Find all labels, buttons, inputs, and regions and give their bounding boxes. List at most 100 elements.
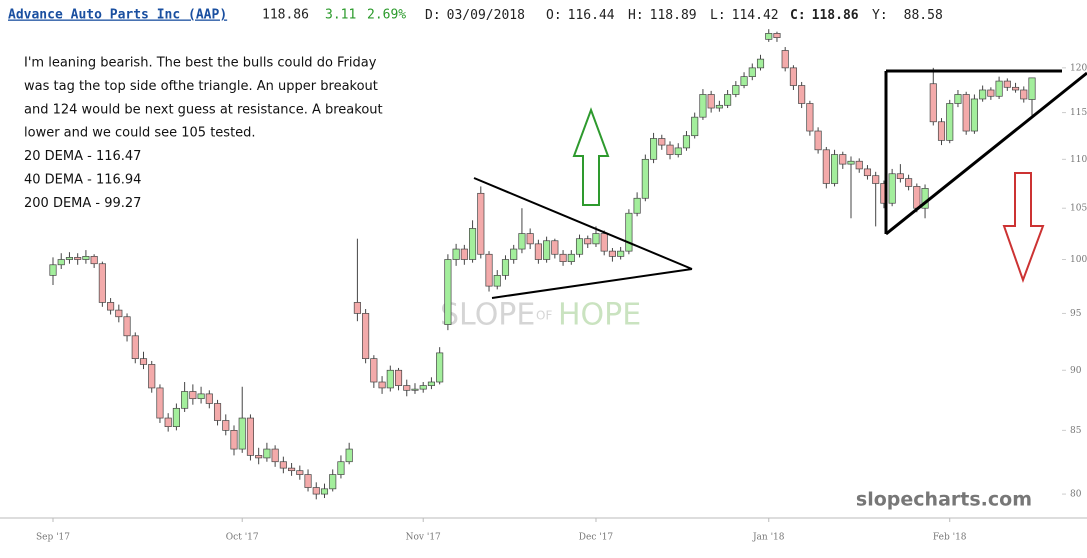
candle-body [724,94,732,106]
candle-body [1003,80,1011,88]
y-tick-label: 110 [1070,155,1087,165]
candle-body [403,385,411,391]
candle-body [189,391,197,400]
candle-body [765,33,773,40]
quote-value: 118.86 [812,8,859,23]
quote-label: L: [710,8,726,23]
candle-body [411,388,419,391]
candle-body [65,257,74,260]
ticker-link[interactable]: Advance Auto Parts Inc (AAP) [8,8,227,23]
quote-label: H: [628,8,644,23]
quote-value: 116.44 [568,8,615,23]
candle-body [954,94,962,104]
annotation-line: 20 DEMA - 116.47 [24,149,141,164]
candle-body [296,470,304,475]
candle-body [847,160,855,165]
candle-body [641,158,649,199]
quote-item: L: 114.42 [710,8,779,23]
candle-body [444,259,452,325]
candle-body [937,121,946,141]
candle-body [329,474,337,490]
candle-body [658,138,666,146]
arrow-up [572,107,610,206]
candle-body [156,387,164,419]
candle-body [90,256,98,265]
candle-body [633,197,641,214]
candle-body [608,250,616,257]
quote-item: H: 118.89 [628,8,697,23]
x-tick-label: Sep '17 [36,533,70,543]
candle-body [872,175,880,184]
change-pct: 2.69% [367,8,406,23]
change: 3.11 [325,8,356,23]
candle-body [460,248,468,260]
candle-body [946,103,954,141]
candle-body [551,240,559,255]
candle-body [748,67,756,78]
candle-body [320,488,329,495]
candle-body [674,147,682,155]
candle-body [534,243,542,260]
candle-body [353,302,361,314]
annotation-line: and 124 would be next guess at resistanc… [24,102,383,117]
candle-body [543,240,551,260]
candle-body [107,302,115,311]
candle-body [567,253,575,262]
candle-body [806,103,814,132]
candle-body [510,248,518,260]
candle-body [896,173,904,179]
x-tick-label: Feb '18 [933,533,967,543]
candle-body [839,154,847,165]
candle-body [337,461,345,475]
candle-body [394,369,403,386]
candle-body [732,85,740,95]
candle-body [362,313,370,359]
candle-body [707,94,715,109]
candle-body [485,253,493,287]
candle-body [575,238,584,255]
candle-body [650,138,658,160]
watermark-text: HOPE [558,298,641,333]
x-tick-label: Dec '17 [579,533,614,543]
annotation-line: was tag the top side ofthe triangle. An … [24,79,378,94]
candle-body [995,80,1003,97]
candle-body [617,250,625,257]
candle-body [987,89,995,97]
candle-body [312,487,320,495]
quote-value: 114.42 [732,8,779,23]
candle-body [962,94,970,132]
quote-value: 118.89 [650,8,697,23]
candle-body [304,474,312,488]
candle-body [863,168,872,177]
candle-body [345,448,353,463]
candle-body [131,335,139,359]
quote-label: C: [790,8,806,23]
candle-body [715,104,723,109]
quote-label: O: [546,8,562,23]
drawings [473,69,1087,299]
y-tick-label: 95 [1070,309,1082,319]
candle-body [427,381,435,386]
candle-body [172,407,180,427]
y-tick-label: 85 [1070,426,1082,436]
candle-body [378,381,386,389]
candles: 80 85 90 95 100 105 110 115 120 Sep '17 Oct '17 Nov… [36,29,1087,543]
candle-body [139,358,148,365]
annotation: I'm leaning bearish. The best the bulls … [24,56,383,211]
quote-label: D: [425,8,441,23]
watermark: SLOPE OF HOPE [440,298,641,333]
annotation-line: I'm leaning bearish. The best the bulls … [24,56,377,71]
candle-body [271,448,279,463]
y-tick-label: 100 [1070,255,1087,265]
candle-body [979,89,987,100]
y-tick-label: 115 [1070,108,1087,118]
annotation-line: 40 DEMA - 116.94 [24,173,141,188]
candle-body [148,364,156,389]
candle-body [230,429,238,450]
candle-body [1028,77,1036,100]
quote-item: O: 116.44 [546,8,615,23]
candle-body [625,212,633,252]
candle-body [773,33,781,38]
candle-body [822,149,830,184]
y-tick-label: 120 [1070,63,1087,73]
